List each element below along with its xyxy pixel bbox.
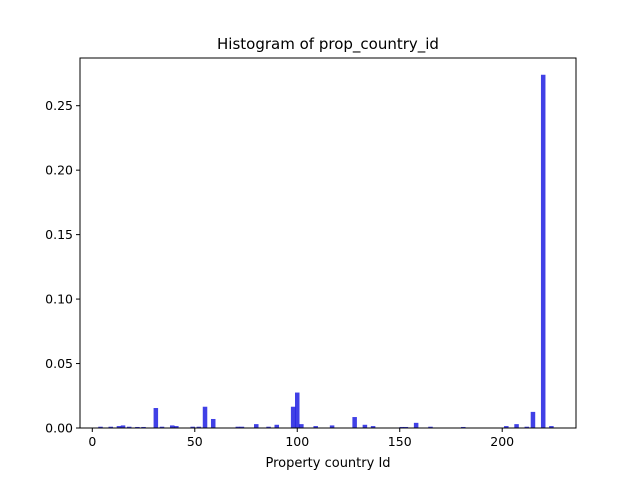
- y-tick-label: 0.25: [45, 98, 73, 113]
- histogram-bar: [399, 426, 405, 428]
- histogram-bar: [266, 426, 271, 428]
- y-tick-label: 0.05: [45, 356, 73, 371]
- histogram-bar: [254, 424, 259, 428]
- histogram-bar: [313, 426, 318, 428]
- y-tick-label: 0.15: [45, 227, 73, 242]
- histogram-bar: [549, 426, 554, 428]
- histogram-bar: [174, 426, 179, 428]
- histogram-bar: [413, 422, 419, 428]
- y-tick-label: 0.10: [45, 292, 73, 307]
- plot-frame: [79, 57, 577, 429]
- histogram-bar: [274, 424, 280, 428]
- histogram-bar: [120, 425, 126, 428]
- histogram-bar: [362, 424, 368, 428]
- x-tick-label: 50: [187, 434, 203, 449]
- histogram-bar: [235, 426, 241, 428]
- histogram-bar: [202, 406, 208, 428]
- x-axis: 0 50 100 150 200: [88, 428, 514, 449]
- histogram-bar: [295, 392, 300, 428]
- histogram-bar: [329, 425, 335, 428]
- histogram-bar: [98, 426, 103, 428]
- histogram-bar: [504, 426, 509, 428]
- histogram-bar: [299, 424, 304, 428]
- y-axis: 0.00 0.05 0.10 0.15 0.20 0.25: [45, 98, 80, 436]
- histogram-bar: [116, 426, 122, 428]
- histogram-bar: [108, 426, 113, 428]
- x-tick-label: 200: [490, 434, 514, 449]
- histogram-bar: [169, 425, 175, 428]
- x-tick-label: 0: [88, 434, 96, 449]
- x-tick-label: 100: [285, 434, 309, 449]
- y-tick-label: 0.00: [45, 421, 73, 436]
- histogram-bar: [428, 426, 433, 428]
- histogram-bar: [126, 426, 132, 428]
- histogram-bar: [141, 426, 146, 428]
- histogram-bar: [530, 411, 536, 428]
- histogram-bar: [524, 426, 530, 428]
- histogram-bar: [153, 408, 159, 428]
- histogram-bar: [159, 426, 165, 428]
- histogram-bar: [370, 426, 376, 428]
- histogram-bar: [210, 418, 216, 428]
- histogram-bar: [239, 426, 245, 428]
- x-tick-label: 150: [388, 434, 412, 449]
- histogram-bar: [196, 426, 202, 428]
- histogram-bar: [135, 426, 140, 428]
- histogram-bar: [540, 74, 546, 428]
- histogram-bar: [514, 424, 519, 428]
- chart-title: Histogram of prop_country_id: [217, 35, 439, 54]
- plot-area: [80, 58, 576, 428]
- bars-group: [98, 74, 554, 428]
- y-tick-label: 0.20: [45, 163, 73, 178]
- histogram-bar: [403, 426, 409, 428]
- x-axis-label: Property country Id: [265, 456, 390, 471]
- histogram-bar: [352, 417, 357, 428]
- histogram-bar: [290, 406, 296, 428]
- histogram-bar: [190, 426, 195, 428]
- histogram-bar: [461, 426, 466, 428]
